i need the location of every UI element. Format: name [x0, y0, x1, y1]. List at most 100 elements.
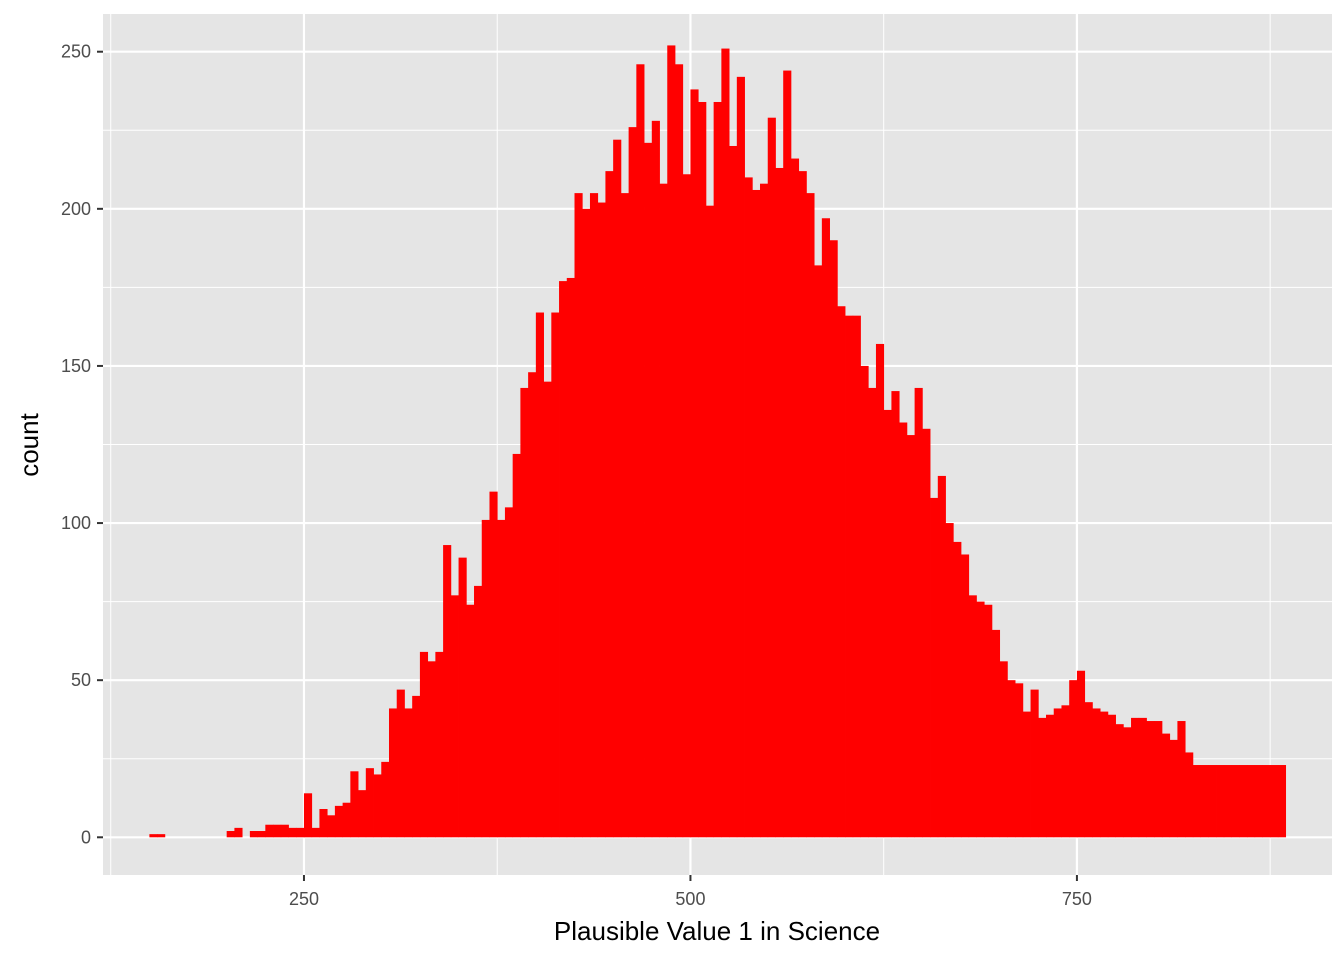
histogram-bar [744, 177, 753, 838]
histogram-bar [1192, 765, 1201, 838]
histogram-bar [427, 661, 436, 838]
histogram-bar [651, 120, 660, 838]
histogram-bar [752, 189, 761, 838]
histogram-bar [605, 171, 614, 838]
histogram-bar [968, 595, 977, 838]
histogram-bar [690, 89, 699, 838]
histogram-bar [945, 523, 954, 838]
x-axis-ticks: 250 500 750 [289, 875, 1092, 909]
histogram-bar [667, 45, 676, 838]
histogram-bar [775, 167, 784, 838]
histogram-bar [1123, 727, 1132, 838]
histogram-bar [226, 831, 235, 838]
histogram-bar [373, 774, 382, 838]
histogram-bar [1177, 721, 1186, 838]
histogram-bar [528, 372, 537, 838]
histogram-bar [1030, 689, 1039, 838]
histogram-bar [350, 771, 359, 838]
histogram-bar [659, 183, 668, 838]
y-tick-label: 250 [61, 42, 91, 62]
y-tick-label: 200 [61, 199, 91, 219]
histogram-bar [1046, 714, 1055, 838]
histogram-bar [1231, 765, 1240, 838]
histogram-bar [760, 183, 769, 838]
histogram-bar [1200, 765, 1209, 838]
histogram-bar [620, 193, 630, 838]
histogram-bar [999, 661, 1008, 838]
histogram-bar [458, 557, 467, 838]
histogram-bar [466, 604, 475, 838]
histogram-bar [790, 158, 800, 838]
histogram-bar [273, 824, 282, 838]
histogram-bar [1154, 721, 1163, 838]
histogram-bar [930, 497, 939, 838]
histogram-bar [1262, 765, 1271, 838]
histogram-bar [358, 790, 367, 838]
histogram-bar [443, 545, 452, 838]
histogram-bar [674, 64, 684, 838]
histogram-bar [535, 312, 544, 838]
histogram-bar [845, 315, 854, 838]
histogram-bar [960, 554, 970, 838]
histogram-bar [1208, 765, 1217, 838]
histogram-bar [868, 387, 877, 838]
histogram-bar [1138, 717, 1147, 838]
histogram-bar [481, 519, 490, 838]
histogram-bar [1053, 708, 1062, 838]
histogram-bar [891, 391, 900, 838]
histogram-bar [852, 315, 861, 838]
histogram-bar [922, 428, 931, 838]
histogram-bars [149, 45, 1287, 838]
histogram-bar [388, 708, 398, 838]
histogram-bar [1061, 705, 1070, 838]
histogram-bar [296, 827, 305, 838]
histogram-bar [899, 422, 908, 838]
histogram-bar [953, 541, 962, 838]
histogram-bar [798, 171, 807, 838]
histogram-bar [404, 708, 413, 838]
histogram-bar [806, 193, 815, 838]
histogram-bar [1100, 711, 1109, 838]
x-axis-title: Plausible Value 1 in Science [554, 916, 880, 946]
histogram-bar [334, 805, 344, 838]
histogram-bar [574, 193, 583, 838]
histogram-bar [736, 76, 745, 838]
y-tick-label: 150 [61, 356, 91, 376]
histogram-bar [914, 387, 923, 838]
histogram-bar [342, 802, 351, 838]
histogram-bar [814, 265, 823, 838]
histogram-bar [906, 435, 916, 838]
histogram-bar [419, 651, 429, 838]
histogram-bar [450, 595, 459, 838]
histogram-bar [729, 145, 738, 838]
x-tick-label: 750 [1062, 889, 1092, 909]
histogram-bar [381, 761, 390, 838]
histogram-bar [984, 604, 993, 838]
histogram-bar [435, 651, 444, 838]
histogram-bar [1038, 717, 1047, 838]
histogram-bar [783, 70, 792, 838]
histogram-bar [551, 312, 560, 838]
histogram-bar [976, 601, 985, 838]
x-tick-label: 250 [289, 889, 319, 909]
histogram-bar [1107, 714, 1116, 838]
histogram-bar [520, 387, 529, 838]
histogram-bar [1131, 717, 1140, 838]
histogram-bar [1015, 683, 1024, 838]
histogram-bar [319, 809, 328, 838]
histogram-bar [327, 815, 336, 838]
histogram-bar [1277, 765, 1287, 838]
histogram-bar [265, 824, 274, 838]
histogram-bar [512, 453, 521, 838]
histogram-bar [875, 343, 885, 838]
y-tick-label: 50 [71, 670, 91, 690]
histogram-bar [280, 824, 289, 838]
histogram-bar [497, 519, 506, 838]
histogram-bar [937, 475, 946, 838]
histogram-bar [365, 768, 374, 838]
histogram-bar [489, 491, 498, 838]
histogram-bar [636, 64, 645, 838]
histogram-bar [613, 139, 622, 838]
